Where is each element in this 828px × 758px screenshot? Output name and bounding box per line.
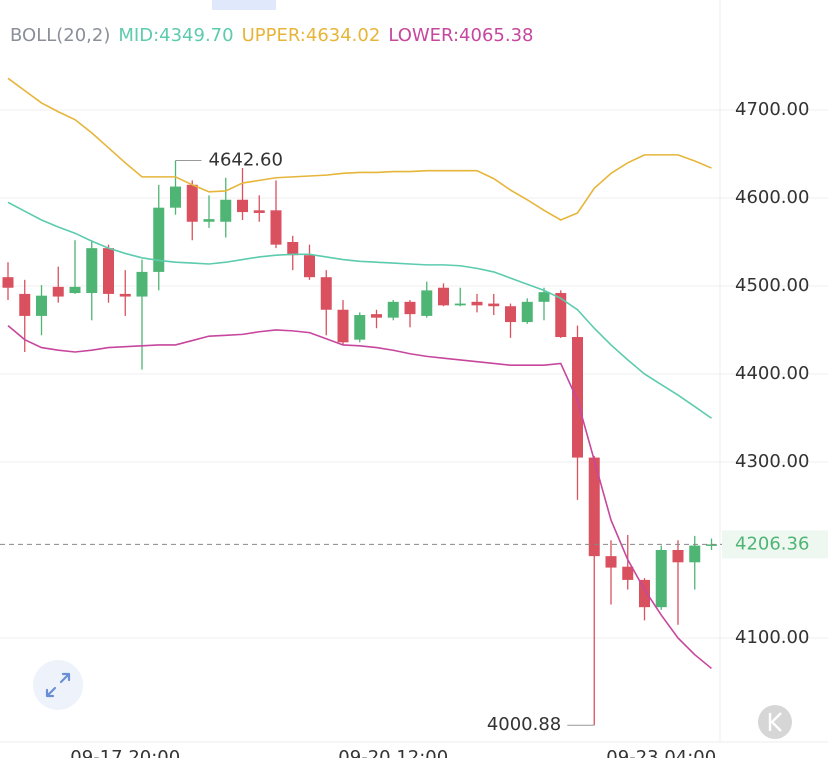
candle-body xyxy=(220,199,232,222)
candle-body xyxy=(136,271,148,297)
candle-body xyxy=(203,219,215,222)
boll-line xyxy=(7,324,713,670)
candle-body xyxy=(538,292,550,302)
candle-body xyxy=(2,277,14,288)
y-tick-label: 4500.00 xyxy=(735,275,809,296)
candle-body xyxy=(354,315,366,340)
candle-body xyxy=(69,286,81,294)
candle-body xyxy=(454,303,466,306)
candle-body xyxy=(421,290,433,316)
candle-body xyxy=(605,556,617,568)
y-tick-label: 4100.00 xyxy=(735,627,809,648)
y-tick-label: 4300.00 xyxy=(735,451,809,472)
candle-body xyxy=(689,545,701,563)
high-marker-label: 4642.60 xyxy=(209,150,283,171)
back-button[interactable] xyxy=(758,705,792,739)
tab-indicator xyxy=(212,0,276,10)
candle-body xyxy=(103,248,114,294)
legend-entry: UPPER:4634.02 xyxy=(242,25,381,46)
candle-body xyxy=(270,210,282,245)
candle-body xyxy=(320,277,332,310)
candle-body xyxy=(170,186,181,208)
candle-body xyxy=(19,293,31,316)
low-marker-label: 4000.88 xyxy=(487,714,561,735)
y-tick-label: 4700.00 xyxy=(735,99,809,120)
candle-body xyxy=(287,241,299,256)
y-tick-label: 4600.00 xyxy=(735,187,809,208)
candle-body xyxy=(572,337,583,458)
candle-body xyxy=(119,293,131,297)
last-price-label: 4206.36 xyxy=(735,533,809,554)
candle-body xyxy=(471,301,483,306)
candle-body xyxy=(253,210,265,213)
candle-body xyxy=(588,457,600,557)
candle-body xyxy=(304,255,315,278)
candle-body xyxy=(706,544,717,546)
boll-line xyxy=(7,201,712,419)
candle-body xyxy=(488,303,500,307)
candle-body xyxy=(86,248,98,294)
legend-entry: MID:4349.70 xyxy=(118,25,233,46)
candle-body xyxy=(371,314,382,318)
candle-body xyxy=(36,295,47,316)
candle-body xyxy=(622,566,634,580)
legend-entry: LOWER:4065.38 xyxy=(388,25,533,46)
candle-body xyxy=(672,549,684,563)
candle-body xyxy=(387,301,399,318)
candle-body xyxy=(521,301,533,323)
x-tick-label: 09-20 12:00 xyxy=(338,747,448,758)
x-tick-label: 09-23 04:00 xyxy=(606,747,716,758)
boll-line xyxy=(7,77,712,221)
y-tick-label: 4400.00 xyxy=(735,363,809,384)
candle-body xyxy=(337,309,349,343)
candle-body xyxy=(186,184,198,222)
candle-body xyxy=(237,199,248,213)
x-tick-label: 09-17 20:00 xyxy=(70,747,180,758)
candle-body xyxy=(404,301,416,315)
indicator-title: BOLL(20,2) xyxy=(10,25,110,46)
candle-body xyxy=(438,287,449,306)
candle-body xyxy=(555,293,567,338)
expand-button[interactable] xyxy=(33,660,83,710)
candle-body xyxy=(639,579,650,608)
last-price-box xyxy=(722,530,828,559)
candle-body xyxy=(655,549,667,608)
candle-body xyxy=(52,286,64,297)
candle-body xyxy=(153,207,165,272)
candle-body xyxy=(505,306,516,323)
